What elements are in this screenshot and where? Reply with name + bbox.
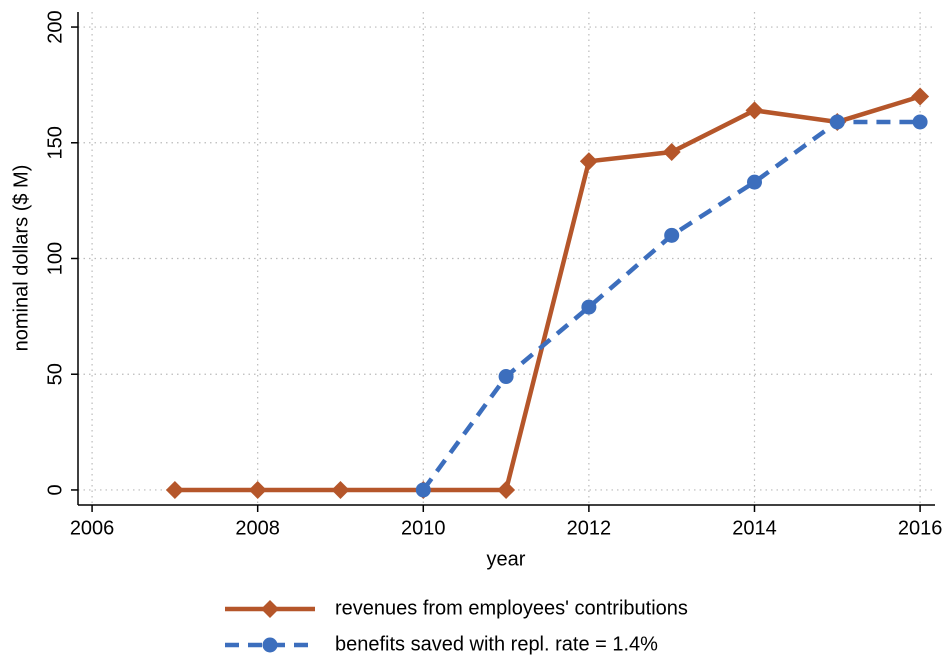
data-point xyxy=(331,480,350,499)
y-tick-label: 50 xyxy=(44,363,66,385)
series-line xyxy=(421,119,921,492)
x-tick-label: 2016 xyxy=(898,517,943,539)
x-tick-label: 2012 xyxy=(567,517,612,539)
x-tick-label: 2008 xyxy=(235,517,280,539)
series-line xyxy=(174,94,921,493)
x-tick-label: 2010 xyxy=(401,517,446,539)
data-point xyxy=(248,480,267,499)
data-point xyxy=(165,480,184,499)
data-point xyxy=(498,369,514,385)
data-point xyxy=(911,87,930,106)
y-tick-label: 0 xyxy=(44,484,66,495)
data-point xyxy=(579,152,598,171)
legend-marker xyxy=(262,637,278,653)
data-point xyxy=(497,480,516,499)
x-tick-label: 2006 xyxy=(70,517,115,539)
data-point xyxy=(581,299,597,315)
data-point xyxy=(662,143,681,162)
data-point xyxy=(664,227,680,243)
legend-marker xyxy=(261,600,279,618)
data-point xyxy=(745,101,764,120)
y-tick-label: 150 xyxy=(44,126,66,159)
x-axis-title: year xyxy=(487,548,526,570)
legend-label: benefits saved with repl. rate = 1.4% xyxy=(335,633,658,655)
legend-label: revenues from employees' contributions xyxy=(335,597,688,619)
data-point xyxy=(912,114,928,130)
data-point xyxy=(829,114,845,130)
y-tick-label: 100 xyxy=(44,242,66,275)
data-point xyxy=(746,174,762,190)
y-axis-title: nominal dollars ($ M) xyxy=(10,165,32,352)
data-point xyxy=(415,482,431,498)
y-tick-label: 200 xyxy=(44,10,66,43)
x-tick-label: 2014 xyxy=(732,517,777,539)
